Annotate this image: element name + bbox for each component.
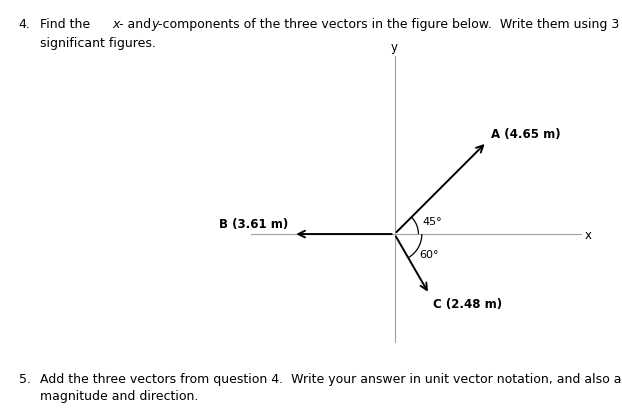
Text: -components of the three vectors in the figure below.  Write them using 3: -components of the three vectors in the … — [158, 18, 620, 31]
Text: Find the: Find the — [40, 18, 95, 31]
Text: x: x — [584, 228, 591, 241]
Text: significant figures.: significant figures. — [40, 37, 156, 50]
Text: y: y — [151, 18, 159, 31]
Text: - and: - and — [119, 18, 156, 31]
Text: 45°: 45° — [422, 216, 442, 227]
Text: A (4.65 m): A (4.65 m) — [491, 128, 560, 141]
Text: B (3.61 m): B (3.61 m) — [219, 218, 288, 230]
Text: 60°: 60° — [419, 249, 439, 259]
Text: 5.: 5. — [19, 372, 30, 385]
Text: x: x — [112, 18, 119, 31]
Text: C (2.48 m): C (2.48 m) — [434, 297, 503, 310]
Text: y: y — [391, 41, 398, 54]
Text: magnitude and direction.: magnitude and direction. — [40, 389, 199, 402]
Text: Add the three vectors from question 4.  Write your answer in unit vector notatio: Add the three vectors from question 4. W… — [40, 372, 622, 385]
Text: 4.: 4. — [19, 18, 30, 31]
